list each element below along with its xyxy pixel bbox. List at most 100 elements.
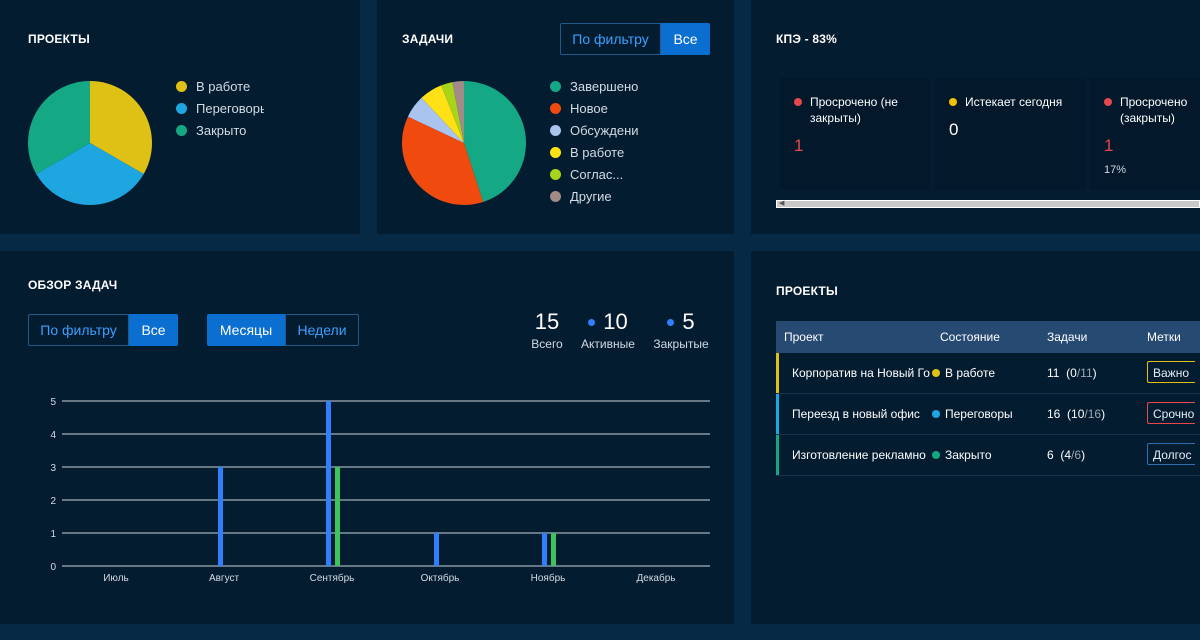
status-dot (794, 98, 802, 106)
kpi-label: Просрочено (закрыты) (1120, 95, 1188, 125)
legend-dot (550, 190, 561, 202)
legend-item[interactable]: Соглас... (550, 163, 660, 185)
y-tick-label: 2 (50, 496, 56, 507)
kpi-value[interactable]: 1 (794, 136, 804, 155)
legend-dot (176, 124, 187, 136)
legend-item[interactable]: Переговоры (176, 97, 264, 119)
kpi-title: КПЭ - 83% (776, 32, 837, 46)
bar[interactable] (551, 533, 556, 566)
projects-pie-card: ПРОЕКТЫ В работе Переговоры Закрыто (0, 0, 360, 234)
stat-dot (588, 318, 596, 326)
stat-label: Закрытые (653, 337, 709, 351)
tasks-bar-chart: 0 1 2 3 4 5 Июль Август Сентябрь Октябрь Ноябрь Дек… (50, 397, 710, 584)
filter-button[interactable]: По фильтру (560, 23, 661, 55)
tasks-open: 4 (1064, 448, 1072, 462)
table-header: Проект Состояние Задачи Метки (776, 321, 1200, 353)
legend-label: Другие (570, 188, 612, 204)
legend-label: Новое (570, 100, 608, 116)
project-tag[interactable]: Важно (1147, 360, 1195, 383)
tasks-total: /6 (1071, 448, 1082, 462)
kpi-horizontal-scrollbar[interactable]: ◀ (776, 200, 1200, 208)
all-button[interactable]: Все (129, 314, 178, 346)
legend-item[interactable]: Обсуждени (550, 119, 660, 141)
legend-item[interactable]: Завершено (550, 75, 660, 97)
project-name[interactable]: Изготовление рекламно (792, 448, 926, 462)
tasks-total: /16 (1084, 407, 1102, 421)
project-status: В работе (945, 366, 996, 380)
scroll-left-icon[interactable]: ◀ (779, 200, 785, 207)
pie-slice[interactable] (402, 116, 484, 205)
kpi-value[interactable]: 1 (1104, 136, 1114, 155)
pie-slice[interactable] (90, 81, 152, 174)
table-row[interactable]: Корпоратив на Новый Го В работе 11 (0/11… (776, 353, 1200, 394)
pie-slice[interactable] (407, 97, 464, 143)
legend-item[interactable]: Новое (550, 97, 660, 119)
status-dot (949, 98, 957, 106)
tasks-pie-card: ЗАДАЧИ По фильтру Все Завершено Новое Об… (377, 0, 734, 234)
status-dot (1104, 98, 1112, 106)
row-color-bar (776, 353, 779, 393)
stat-dot (667, 318, 675, 326)
row-color-bar (776, 435, 779, 475)
project-name[interactable]: Переезд в новый офис (792, 407, 920, 421)
filter-button[interactable]: По фильтру (28, 314, 129, 346)
table-row[interactable]: Переезд в новый офис Переговоры 16 (10/1… (776, 394, 1200, 435)
legend-label: Завершено (570, 78, 639, 94)
legend-item[interactable]: В работе (550, 141, 660, 163)
legend-label: В работе (570, 144, 625, 160)
stat-value: 5 (682, 309, 695, 334)
kpi-card: КПЭ - 83% Просрочено (не закрыты) 1 Исте… (751, 0, 1200, 234)
column-header[interactable]: Проект (784, 330, 824, 344)
pie-slice[interactable] (464, 81, 526, 202)
pie-slice[interactable] (28, 81, 90, 174)
y-tick-label: 1 (50, 529, 56, 540)
tasks-active: 16 (1047, 407, 1061, 421)
x-tick-label: Август (209, 573, 240, 584)
projects-pie-legend: В работе Переговоры Закрыто (176, 75, 264, 141)
projects-table-title: ПРОЕКТЫ (776, 284, 838, 298)
status-dot (932, 410, 940, 418)
weeks-button[interactable]: Недели (285, 314, 359, 346)
column-header[interactable]: Метки (1147, 330, 1181, 344)
stat-value: 10 (603, 309, 628, 334)
projects-pie-chart[interactable] (25, 78, 155, 208)
row-color-bar (776, 394, 779, 434)
x-tick-label: Июль (103, 573, 129, 584)
bar[interactable] (542, 533, 547, 566)
legend-dot (550, 168, 561, 180)
kpi-value[interactable]: 0 (949, 120, 959, 139)
legend-label: Соглас... (570, 166, 624, 182)
bar[interactable] (335, 467, 340, 566)
stat-closed: 5 Закрытые (648, 309, 714, 351)
legend-dot (176, 80, 187, 92)
bar[interactable] (326, 401, 331, 566)
all-button[interactable]: Все (661, 23, 710, 55)
tasks-open: 0 (1070, 366, 1077, 380)
legend-dot (550, 124, 561, 136)
column-header[interactable]: Задачи (1047, 330, 1088, 344)
pie-slice[interactable] (452, 81, 464, 143)
legend-item[interactable]: В работе (176, 75, 264, 97)
stat-active: 10 Активные (577, 309, 639, 351)
project-tag[interactable]: Срочно (1147, 401, 1195, 424)
bar[interactable] (434, 533, 439, 566)
tasks-active: 11 (1047, 366, 1060, 380)
kpi-due-today: Истекает сегодня 0 (935, 78, 1085, 190)
y-tick-label: 4 (50, 430, 56, 441)
column-header[interactable]: Состояние (940, 330, 1000, 344)
x-tick-label: Сентябрь (310, 572, 355, 584)
tasks-pie-chart[interactable] (399, 78, 529, 208)
tasks-pie-legend: Завершено Новое Обсуждени В работе Согла… (550, 75, 660, 207)
project-tag[interactable]: Долгос (1147, 442, 1195, 465)
pie-slice[interactable] (421, 85, 464, 143)
pie-slice[interactable] (441, 82, 464, 143)
months-button[interactable]: Месяцы (207, 314, 285, 346)
y-tick-label: 0 (50, 562, 56, 573)
legend-item[interactable]: Закрыто (176, 119, 264, 141)
project-name[interactable]: Корпоратив на Новый Го (792, 366, 930, 380)
x-tick-label: Ноябрь (531, 572, 566, 584)
legend-item[interactable]: Другие (550, 185, 660, 207)
stat-label: Активные (581, 337, 635, 351)
table-row[interactable]: Изготовление рекламно Закрыто 6 (4/6) До… (776, 435, 1200, 476)
bar[interactable] (218, 467, 223, 566)
